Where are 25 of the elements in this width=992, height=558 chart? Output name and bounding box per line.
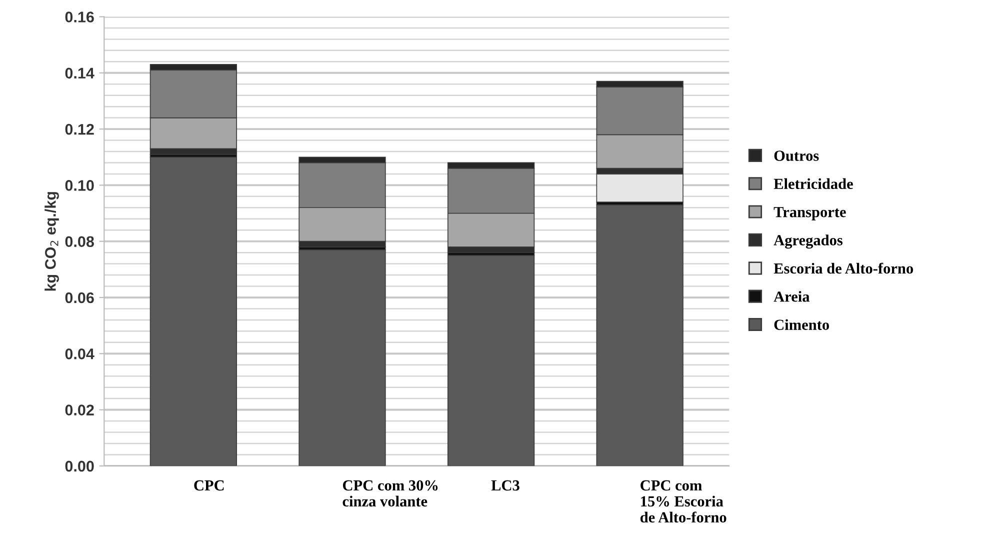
x-tick-label: CPC <box>194 480 224 491</box>
legend-label: Agregados <box>774 234 843 249</box>
y-tick-label: 0.08 <box>65 236 94 248</box>
y-tick-label: 0.02 <box>65 404 94 416</box>
x-tick-label: CPC com 30% cinza volante <box>342 480 438 507</box>
y-axis-title: kg CO$_{2}$ eq./kg <box>44 192 59 291</box>
x-tick-label: CPC com 15% Escoria de Alto-forno <box>640 480 726 523</box>
y-tick-label: 0.16 <box>65 12 94 22</box>
legend-label: Cimento <box>774 319 829 330</box>
bar <box>596 204 684 466</box>
legend-label: Outros <box>774 150 819 161</box>
bar <box>150 156 238 466</box>
y-tick-label: 0.10 <box>65 180 94 191</box>
y-tick-label: 0.14 <box>65 68 94 79</box>
y-tick-label: 0.12 <box>65 124 94 135</box>
legend-label: Transporte <box>774 207 846 220</box>
y-tick-label: 0.04 <box>65 348 94 360</box>
bar <box>298 249 386 466</box>
legend-label: Eletricidade <box>774 178 853 190</box>
legend-label: Areia <box>774 291 810 302</box>
x-tick-label: LC3 <box>491 480 520 491</box>
bar <box>447 254 535 466</box>
y-tick-label: 0.06 <box>65 292 94 304</box>
y-tick-label: 0.00 <box>65 460 94 472</box>
legend-label: Escoria de Alto-forno <box>774 262 914 274</box>
